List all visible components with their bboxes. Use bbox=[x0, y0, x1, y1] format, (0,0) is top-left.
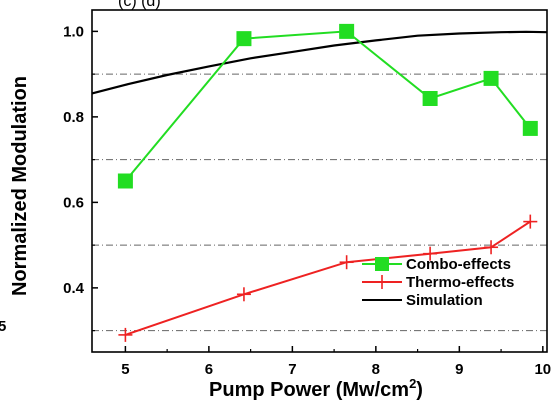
data-point-combo-effects bbox=[522, 120, 538, 136]
x-axis-label-close: ) bbox=[416, 379, 423, 401]
data-point-thermo-effects bbox=[339, 255, 354, 270]
data-point-combo-effects bbox=[339, 23, 355, 39]
legend-item-thermo-effects: Thermo-effects bbox=[362, 274, 514, 291]
data-point-combo-effects bbox=[117, 173, 133, 189]
data-point-thermo-effects bbox=[236, 287, 251, 302]
data-point-combo-effects bbox=[483, 70, 499, 86]
legend-swatch-marker bbox=[375, 257, 389, 271]
series-layer bbox=[91, 23, 548, 342]
legend-item-combo-effects: Combo-effects bbox=[362, 256, 511, 273]
legend-label: Combo-effects bbox=[406, 256, 511, 273]
plot-area bbox=[91, 9, 548, 353]
x-tick-label: 7 bbox=[288, 361, 296, 378]
legend-label: Thermo-effects bbox=[406, 274, 514, 291]
y-axis-label: Normalized Modulation bbox=[9, 76, 31, 296]
x-axis-label-superscript: 2 bbox=[409, 376, 416, 391]
x-tick-label: 10 bbox=[534, 361, 551, 378]
x-tick-label: 5 bbox=[121, 361, 129, 378]
legend-label: Simulation bbox=[406, 292, 483, 309]
x-axis-label: Pump Power (Mw/cm2) bbox=[209, 376, 423, 401]
data-point-thermo-effects bbox=[423, 246, 438, 261]
data-point-thermo-effects bbox=[118, 327, 133, 342]
y-tick-label: 0.8 bbox=[63, 109, 84, 126]
axis-ticks: 5 6 7 8 9 10 0.4 0.6 0.8 1.0 bbox=[63, 23, 551, 378]
legend-item-simulation: Simulation bbox=[362, 292, 483, 309]
x-tick-label: 6 bbox=[205, 361, 213, 378]
data-point-combo-effects bbox=[422, 90, 438, 106]
data-point-thermo-effects bbox=[523, 214, 538, 229]
data-point-combo-effects bbox=[236, 31, 252, 47]
y-tick-label: 0.6 bbox=[63, 194, 84, 211]
x-tick-label: 9 bbox=[455, 361, 463, 378]
cropped-left-tick: 5 bbox=[0, 318, 6, 335]
cropped-top-label: (c) (d) bbox=[118, 0, 161, 10]
y-tick-label: 1.0 bbox=[63, 23, 84, 40]
x-axis-label-main: Pump Power (Mw/cm bbox=[209, 379, 409, 401]
y-tick-label: 0.4 bbox=[63, 280, 85, 297]
x-tick-label: 8 bbox=[372, 361, 380, 378]
data-point-thermo-effects bbox=[484, 240, 499, 255]
series-line-combo-effects bbox=[124, 30, 532, 182]
series-line-simulation bbox=[91, 30, 548, 95]
